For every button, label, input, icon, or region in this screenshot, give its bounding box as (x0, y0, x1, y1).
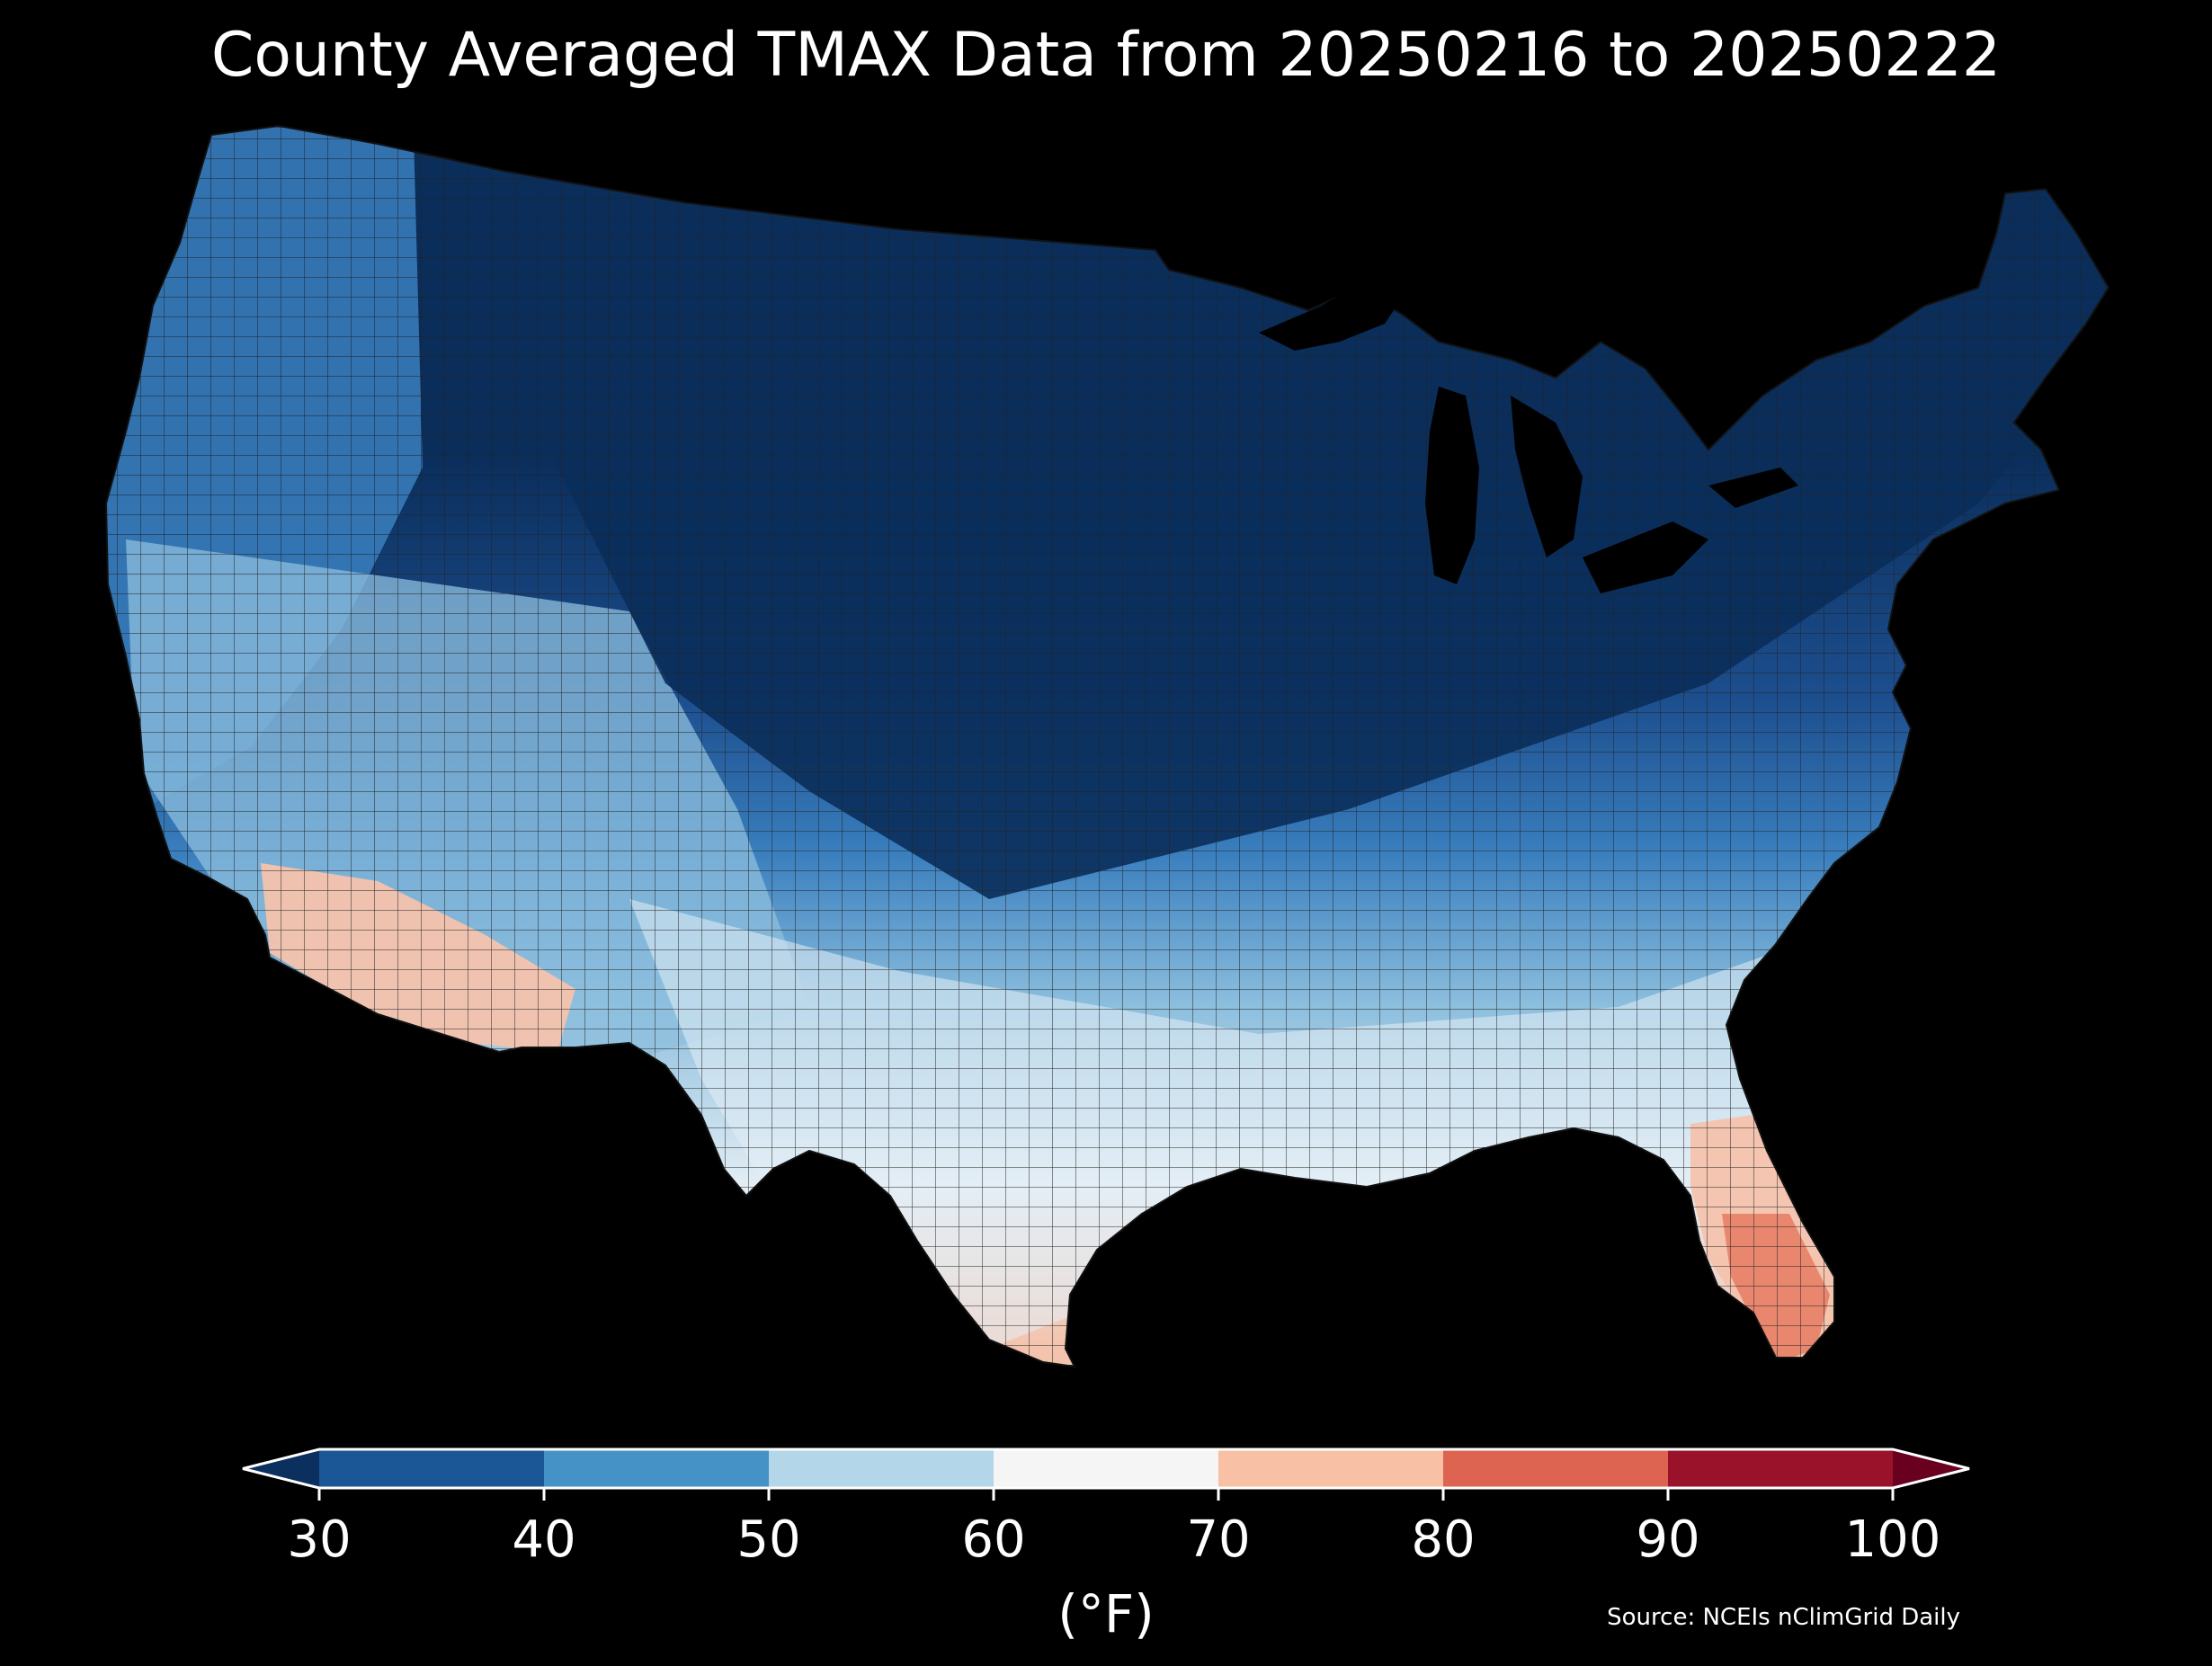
colorbar-bin-70-80 (1218, 1449, 1443, 1488)
colorbar-bin-60-70 (994, 1449, 1218, 1488)
colorbar-bin-90-100 (1668, 1449, 1893, 1488)
colorbar-under-arrow (243, 1449, 319, 1488)
colorbar-unit-label: (°F) (1057, 1583, 1155, 1644)
source-note: Source: NCEIs nClimGrid Daily (1607, 1604, 1960, 1631)
colorbar-tick-label: 70 (1186, 1510, 1251, 1569)
colorbar-tick-label: 60 (961, 1510, 1026, 1569)
colorbar-tick-label: 80 (1411, 1510, 1476, 1569)
colorbar-tick-label: 90 (1636, 1510, 1700, 1569)
colorbar-tick-label: 30 (287, 1510, 352, 1569)
colorbar-tick-label: 50 (736, 1510, 801, 1569)
chart-title: County Averaged TMAX Data from 20250216 … (210, 20, 2002, 91)
colorbar-over-arrow (1893, 1449, 1969, 1488)
great-lakes (1259, 279, 1798, 593)
colorbar-bin-50-60 (769, 1449, 994, 1488)
colorbar-bin-30-40 (319, 1449, 544, 1488)
colorbar-tick-label: 100 (1844, 1510, 1941, 1569)
colorbar-bin-40-50 (544, 1449, 769, 1488)
colorbar-tick-label: 40 (512, 1510, 576, 1569)
colorbar-bin-80-90 (1443, 1449, 1668, 1488)
